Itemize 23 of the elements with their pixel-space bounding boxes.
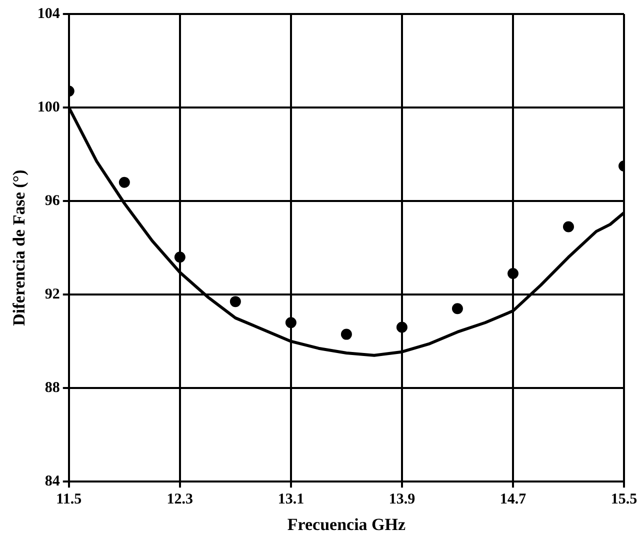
x-tick-label: 15.5 xyxy=(610,491,638,508)
x-tick-label: 14.7 xyxy=(500,491,527,508)
point xyxy=(562,221,574,232)
y-axis-title: Diferencia de Fase (°) xyxy=(10,170,29,326)
y-tick-label: 96 xyxy=(44,192,60,209)
point xyxy=(340,328,352,340)
point xyxy=(285,317,296,328)
point xyxy=(452,303,463,314)
point xyxy=(174,252,186,263)
point xyxy=(230,296,241,308)
y-tick-label: 104 xyxy=(37,6,60,22)
y-tick-label: 84 xyxy=(44,473,60,490)
x-axis-title: Frecuencia GHz xyxy=(287,515,406,534)
x-tick-label: 11.5 xyxy=(56,491,82,508)
x-tick-label: 12.3 xyxy=(166,491,194,508)
point xyxy=(396,322,408,333)
y-tick-label: 92 xyxy=(44,286,60,302)
point xyxy=(507,268,518,280)
point xyxy=(118,176,130,188)
x-tick-label: 13.9 xyxy=(388,491,416,508)
y-tick-label: 100 xyxy=(37,99,60,116)
y-tick-label: 88 xyxy=(44,380,60,396)
x-tick-label: 13.1 xyxy=(278,491,304,508)
